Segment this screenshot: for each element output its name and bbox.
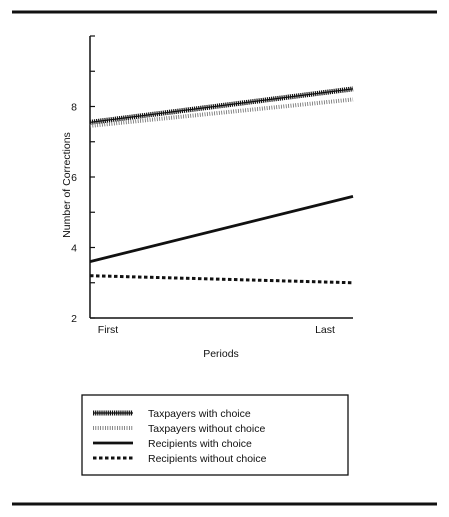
- legend: Taxpayers with choice Taxpayers without c…: [81, 394, 349, 476]
- legend-label: Recipients with choice: [148, 438, 252, 450]
- x-axis-title: Periods: [203, 348, 239, 360]
- y-tick-label: 2: [71, 313, 77, 325]
- y-axis-ticks: 2 4 6 8: [71, 35, 95, 325]
- series-line-stroke: [89, 195, 354, 263]
- series-lines: [89, 86, 354, 285]
- x-tick-label: Last: [315, 324, 335, 336]
- plot-area: 2 4 6 8 First Last: [71, 35, 354, 336]
- legend-item: Taxpayers without choice: [93, 423, 265, 435]
- legend-item: Recipients without choice: [93, 453, 267, 465]
- series-line-1: [89, 86, 354, 125]
- y-axis-title: Number of Corrections: [61, 132, 73, 238]
- y-tick-label: 4: [71, 243, 77, 255]
- x-axis-ticks: First Last: [98, 324, 335, 336]
- series-line-stroke: [89, 88, 354, 124]
- series-line-stroke: [89, 97, 354, 128]
- y-tick-label: 6: [71, 172, 77, 184]
- series-line-stroke: [89, 274, 354, 285]
- legend-item: Recipients with choice: [93, 438, 252, 450]
- y-tick-label: 8: [71, 102, 77, 114]
- series-line-3: [89, 195, 354, 263]
- legend-label: Recipients without choice: [148, 453, 267, 465]
- legend-item: Taxpayers with choice: [93, 408, 251, 420]
- legend-entries: Taxpayers with choice Taxpayers without c…: [93, 408, 267, 465]
- legend-label: Taxpayers with choice: [148, 408, 251, 420]
- x-tick-label: First: [98, 324, 118, 336]
- series-line-4: [89, 274, 354, 285]
- legend-box: [81, 394, 349, 476]
- series-line-2: [89, 97, 354, 128]
- legend-label: Taxpayers without choice: [148, 423, 265, 435]
